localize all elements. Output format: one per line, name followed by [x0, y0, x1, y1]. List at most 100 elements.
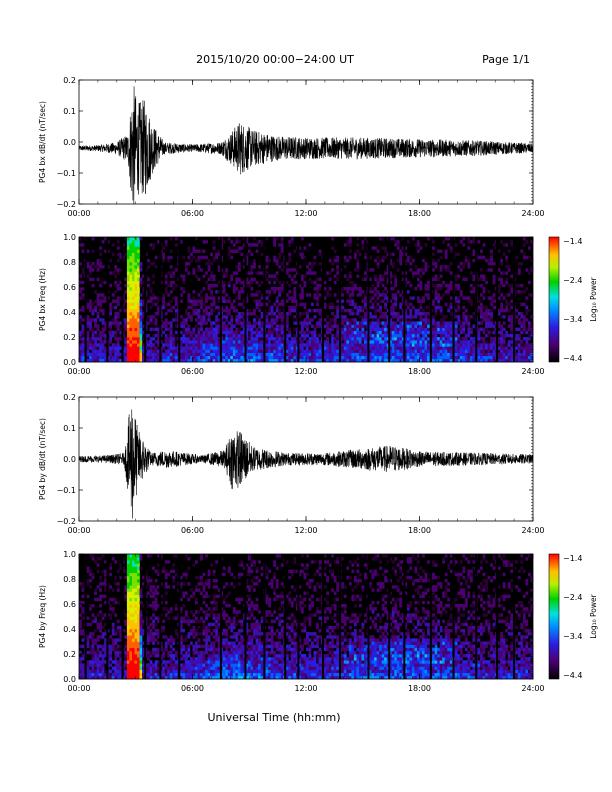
heatmap-cell — [245, 308, 249, 313]
heatmap-cell — [232, 283, 236, 288]
heatmap-cell — [131, 321, 135, 325]
heatmap-cell — [288, 343, 292, 347]
heatmap-cell — [422, 352, 425, 357]
heatmap-cell — [142, 666, 145, 670]
heatmap-cell — [142, 355, 145, 360]
heatmap-cell — [131, 607, 135, 611]
heatmap-cell — [356, 352, 360, 357]
heatmap-cell — [371, 283, 375, 288]
heatmap-cell — [79, 262, 82, 266]
heatmap-cell — [306, 333, 309, 338]
heatmap-cell — [464, 337, 468, 341]
heatmap-cell — [192, 246, 196, 250]
heatmap-cell — [260, 324, 264, 328]
heatmap-cell — [386, 358, 390, 363]
heatmap-cell — [530, 346, 534, 350]
heatmap-cell — [174, 352, 178, 357]
heatmap-cell — [449, 358, 453, 363]
heatmap-cell — [147, 321, 150, 325]
heatmap-cell — [131, 610, 135, 614]
heatmap-cell — [215, 255, 219, 260]
heatmap-cell — [119, 255, 123, 260]
heatmap-cell — [212, 321, 216, 325]
heatmap-cell — [414, 308, 418, 313]
heatmap-cell — [86, 315, 90, 319]
heatmap-cell — [86, 644, 90, 649]
heatmap-cell — [298, 302, 302, 307]
heatmap-cell — [341, 293, 345, 297]
heatmap-cell — [346, 299, 350, 303]
heatmap-cell — [245, 237, 249, 241]
heatmap-cell — [131, 280, 135, 285]
heatmap-cell — [318, 318, 322, 322]
heatmap-cell — [293, 340, 297, 344]
heatmap-cell — [147, 358, 150, 363]
heatmap-cell — [149, 340, 153, 344]
heatmap-cell — [139, 280, 143, 285]
waveform-panel: 0.20.10.0−0.1−0.200:00 06:00 12:00 18:00 24:… — [38, 393, 545, 535]
heatmap-cell — [401, 337, 405, 341]
heatmap-cell — [137, 268, 140, 272]
heatmap-cell — [379, 237, 382, 241]
heatmap-cell — [81, 675, 85, 680]
heatmap-cell — [437, 352, 440, 357]
heatmap-cell — [137, 305, 140, 310]
heatmap-cell — [96, 666, 100, 670]
heatmap-cell — [389, 318, 393, 322]
heatmap-cell — [79, 243, 82, 247]
heatmap-cell — [482, 305, 486, 310]
heatmap-cell — [114, 657, 118, 661]
heatmap-cell — [205, 349, 208, 353]
heatmap-cell — [235, 321, 239, 325]
heatmap-cell — [467, 324, 471, 328]
heatmap-cell — [331, 346, 335, 350]
heatmap-cell — [126, 240, 130, 244]
heatmap-cell — [464, 355, 468, 360]
heatmap-cell — [129, 641, 133, 645]
heatmap-cell — [358, 252, 362, 257]
heatmap-cell — [326, 340, 329, 344]
heatmap-cell — [255, 299, 259, 303]
heatmap-cell — [406, 337, 410, 341]
heatmap-cell — [374, 340, 377, 344]
heatmap-cell — [104, 569, 108, 574]
heatmap-cell — [96, 315, 100, 319]
heatmap-cell — [109, 330, 113, 335]
heatmap-cell — [399, 333, 403, 338]
heatmap-cell — [139, 327, 143, 332]
heatmap-cell — [253, 340, 256, 344]
heatmap-cell — [507, 249, 511, 253]
heatmap-cell — [492, 355, 496, 360]
heatmap-cell — [207, 340, 211, 344]
heatmap-cell — [510, 337, 514, 341]
heatmap-cell — [131, 243, 135, 247]
heatmap-cell — [477, 305, 481, 310]
heatmap-cell — [311, 280, 314, 285]
heatmap-cell — [384, 296, 388, 300]
heatmap-cell — [308, 268, 312, 272]
heatmap-cell — [386, 277, 390, 282]
heatmap-cell — [280, 358, 284, 363]
heatmap-cell — [119, 352, 123, 357]
heatmap-cell — [137, 629, 140, 633]
heatmap-cell — [164, 337, 168, 341]
heatmap-cell — [333, 293, 337, 297]
heatmap-cell — [308, 318, 312, 322]
heatmap-cell — [391, 315, 395, 319]
heatmap-cell — [293, 337, 297, 341]
heatmap-cell — [126, 290, 130, 294]
heatmap-cell — [371, 349, 375, 353]
heatmap-cell — [202, 333, 206, 338]
heatmap-cell — [331, 337, 335, 341]
heatmap-cell — [114, 582, 118, 586]
heatmap-cell — [79, 349, 82, 353]
heatmap-cell — [386, 337, 390, 341]
heatmap-cell — [270, 349, 274, 353]
heatmap-cell — [237, 293, 241, 297]
heatmap-cell — [467, 330, 471, 335]
heatmap-cell — [124, 358, 128, 363]
heatmap-cell — [464, 321, 468, 325]
heatmap-cell — [505, 299, 509, 303]
heatmap-cell — [169, 346, 173, 350]
heatmap-cell — [162, 358, 166, 363]
